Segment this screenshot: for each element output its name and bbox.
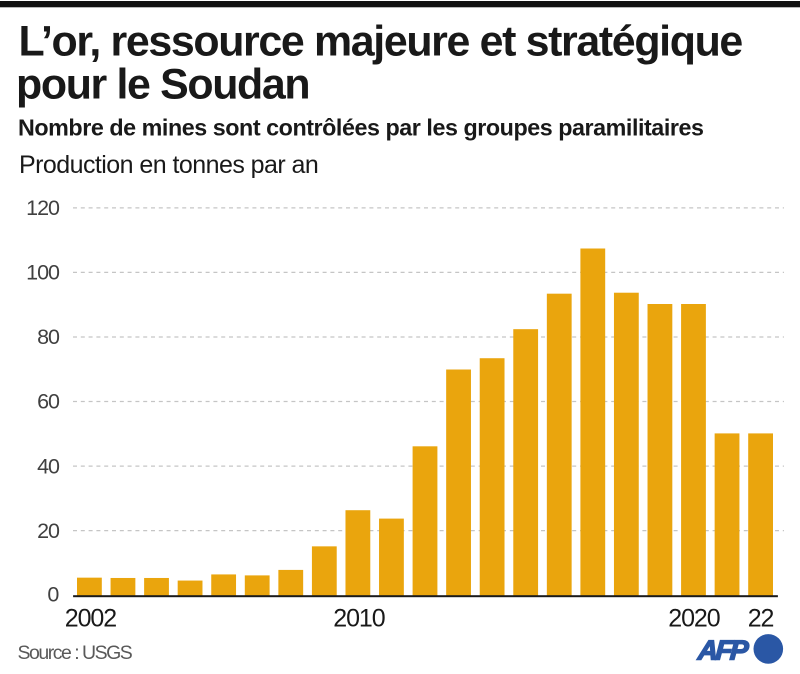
svg-text:Production en tonnes par an: Production en tonnes par an [19,151,318,179]
svg-text:AFP: AFP [696,634,750,665]
svg-text:Nombre de mines sont contrôlée: Nombre de mines sont contrôlées par les … [18,115,703,141]
svg-text:L’or, ressource majeure et str: L’or, ressource majeure et stratégique [19,18,743,66]
svg-text:60: 60 [37,390,60,414]
svg-text:Source : USGS: Source : USGS [18,642,133,664]
svg-text:2002: 2002 [65,605,116,633]
svg-text:0: 0 [47,583,59,607]
svg-text:2010: 2010 [333,605,384,633]
svg-text:22: 22 [748,605,774,633]
svg-text:pour le Soudan: pour le Soudan [16,61,309,109]
svg-text:120: 120 [26,196,60,220]
svg-text:80: 80 [37,325,60,349]
svg-text:100: 100 [26,261,60,285]
svg-text:40: 40 [37,454,60,478]
svg-text:20: 20 [37,519,60,543]
svg-text:2020: 2020 [668,605,719,633]
